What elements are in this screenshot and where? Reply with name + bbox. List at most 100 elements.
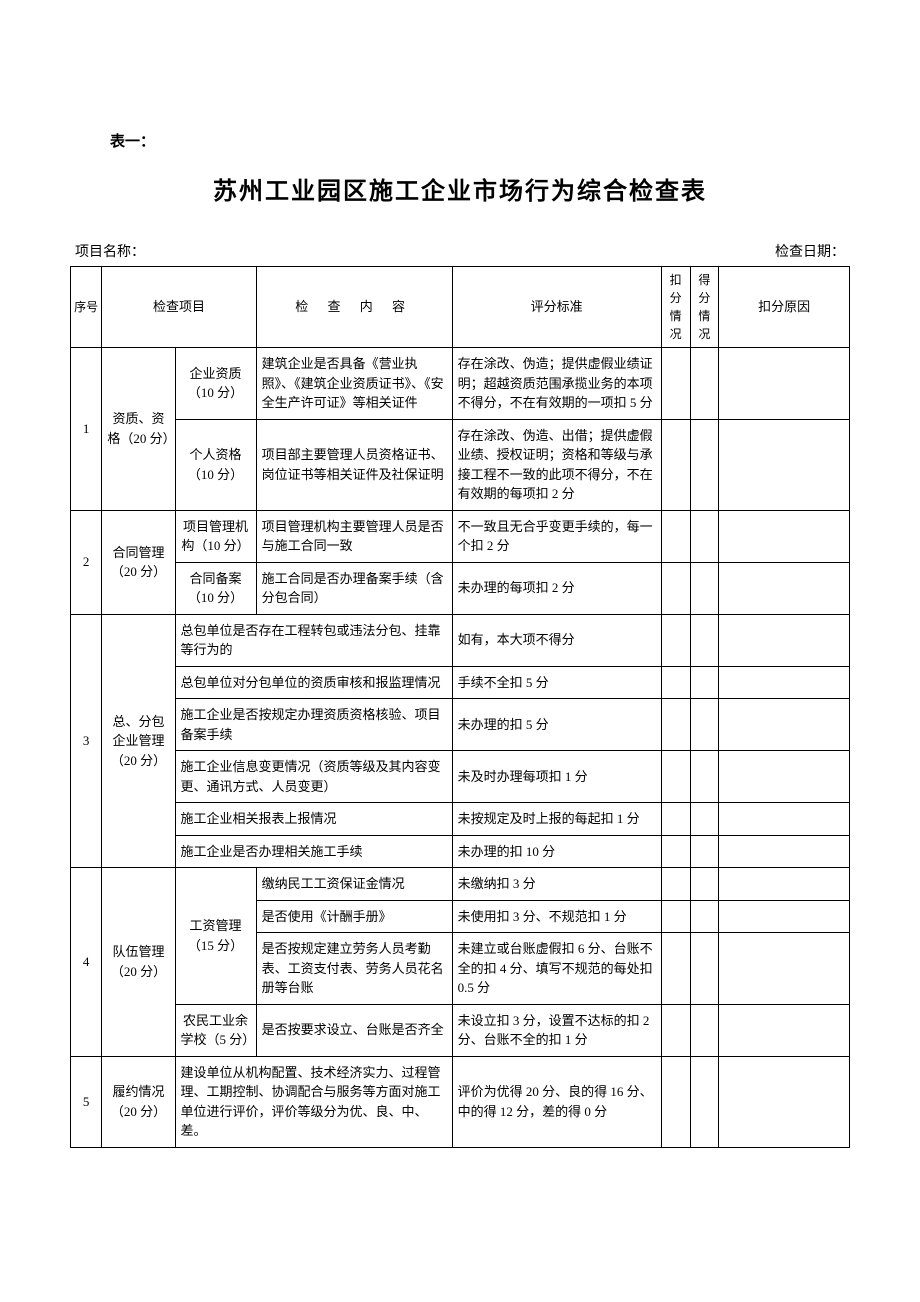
table-cell — [690, 868, 719, 901]
table-cell: 农民工业余学校（5 分） — [175, 1004, 256, 1056]
table-cell — [661, 562, 690, 614]
table-cell — [661, 614, 690, 666]
table-cell — [661, 868, 690, 901]
table-cell: 未建立或台账虚假扣 6 分、台账不全的扣 4 分、填写不规范的每处扣 0.5 分 — [452, 933, 661, 1005]
table-cell — [690, 835, 719, 868]
table-cell: 存在涂改、伪造、出借；提供虚假业绩、授权证明；资格和等级与承接工程不一致的此项不… — [452, 419, 661, 510]
table-cell — [719, 868, 850, 901]
table-row: 3总、分包企业管理（20 分）总包单位是否存在工程转包或违法分包、挂靠等行为的如… — [71, 614, 850, 666]
table-cell — [719, 666, 850, 699]
table-cell — [690, 699, 719, 751]
table-cell — [690, 348, 719, 420]
table-cell — [661, 699, 690, 751]
table-cell: 施工企业是否按规定办理资质资格核验、项目备案手续 — [175, 699, 452, 751]
table-cell — [719, 1004, 850, 1056]
table-cell: 未使用扣 3 分、不规范扣 1 分 — [452, 900, 661, 933]
table-cell: 个人资格（10 分） — [175, 419, 256, 510]
table-cell: 施工企业相关报表上报情况 — [175, 803, 452, 836]
table-cell — [719, 510, 850, 562]
table-cell: 项目管理机构（10 分） — [175, 510, 256, 562]
table-cell: 总包单位是否存在工程转包或违法分包、挂靠等行为的 — [175, 614, 452, 666]
header-score: 得分情况 — [690, 267, 719, 348]
table-label: 表一： — [70, 130, 850, 151]
table-cell: 存在涂改、伪造；提供虚假业绩证明；超越资质范围承揽业务的本项不得分，不在有效期的… — [452, 348, 661, 420]
table-cell: 未办理的扣 5 分 — [452, 699, 661, 751]
table-cell — [719, 803, 850, 836]
table-row: 个人资格（10 分）项目部主要管理人员资格证书、岗位证书等相关证件及社保证明存在… — [71, 419, 850, 510]
table-cell — [719, 699, 850, 751]
table-cell — [719, 348, 850, 420]
table-cell: 是否使用《计酬手册》 — [256, 900, 452, 933]
table-cell: 未设立扣 3 分，设置不达标的扣 2 分、台账不全的扣 1 分 — [452, 1004, 661, 1056]
table-cell: 不一致且无合乎变更手续的，每一个扣 2 分 — [452, 510, 661, 562]
table-cell: 手续不全扣 5 分 — [452, 666, 661, 699]
table-header-row: 序号 检查项目 检 查 内 容 评分标准 扣分情况 得分情况 扣分原因 — [71, 267, 850, 348]
table-cell — [690, 933, 719, 1005]
table-cell — [690, 1056, 719, 1147]
table-cell: 如有，本大项不得分 — [452, 614, 661, 666]
table-cell: 总、分包企业管理（20 分） — [102, 614, 175, 868]
table-cell — [661, 666, 690, 699]
table-cell: 5 — [71, 1056, 102, 1147]
table-cell — [690, 803, 719, 836]
table-cell — [661, 1004, 690, 1056]
table-cell: 合同备案（10 分） — [175, 562, 256, 614]
table-cell — [661, 803, 690, 836]
table-cell — [690, 419, 719, 510]
table-cell: 合同管理（20 分） — [102, 510, 175, 614]
table-cell: 建筑企业是否具备《营业执照》、《建筑企业资质证书》、《安全生产许可证》等相关证件 — [256, 348, 452, 420]
table-cell: 总包单位对分包单位的资质审核和报监理情况 — [175, 666, 452, 699]
table-cell — [719, 614, 850, 666]
page-title: 苏州工业园区施工企业市场行为综合检查表 — [70, 171, 850, 206]
table-row: 2合同管理（20 分）项目管理机构（10 分）项目管理机构主要管理人员是否与施工… — [71, 510, 850, 562]
table-cell: 是否按规定建立劳务人员考勤表、工资支付表、劳务人员花名册等台账 — [256, 933, 452, 1005]
table-cell: 1 — [71, 348, 102, 511]
table-cell — [719, 1056, 850, 1147]
table-cell — [690, 510, 719, 562]
table-cell — [719, 751, 850, 803]
table-cell — [719, 562, 850, 614]
table-row: 施工企业是否办理相关施工手续未办理的扣 10 分 — [71, 835, 850, 868]
header-deduct: 扣分情况 — [661, 267, 690, 348]
table-cell: 4 — [71, 868, 102, 1057]
table-cell: 未按规定及时上报的每起扣 1 分 — [452, 803, 661, 836]
table-cell: 企业资质（10 分） — [175, 348, 256, 420]
table-cell: 资质、资格（20 分） — [102, 348, 175, 511]
table-cell: 项目管理机构主要管理人员是否与施工合同一致 — [256, 510, 452, 562]
table-row: 施工企业信息变更情况（资质等级及其内容变更、通讯方式、人员变更）未及时办理每项扣… — [71, 751, 850, 803]
table-cell: 3 — [71, 614, 102, 868]
table-cell: 施工企业是否办理相关施工手续 — [175, 835, 452, 868]
table-row: 总包单位对分包单位的资质审核和报监理情况手续不全扣 5 分 — [71, 666, 850, 699]
table-cell — [719, 900, 850, 933]
table-row: 合同备案（10 分）施工合同是否办理备案手续（含分包合同）未办理的每项扣 2 分 — [71, 562, 850, 614]
table-cell: 未办理的扣 10 分 — [452, 835, 661, 868]
table-cell — [690, 900, 719, 933]
table-cell — [661, 751, 690, 803]
table-row: 4队伍管理（20 分）工资管理（15 分）缴纳民工工资保证金情况未缴纳扣 3 分 — [71, 868, 850, 901]
table-cell — [661, 1056, 690, 1147]
table-cell — [661, 900, 690, 933]
header-category: 检查项目 — [102, 267, 256, 348]
table-cell: 建设单位从机构配置、技术经济实力、过程管理、工期控制、协调配合与服务等方面对施工… — [175, 1056, 452, 1147]
table-cell — [719, 419, 850, 510]
inspection-table: 序号 检查项目 检 查 内 容 评分标准 扣分情况 得分情况 扣分原因 1资质、… — [70, 266, 850, 1148]
table-cell — [661, 933, 690, 1005]
table-cell — [719, 835, 850, 868]
table-row: 施工企业是否按规定办理资质资格核验、项目备案手续未办理的扣 5 分 — [71, 699, 850, 751]
table-cell — [690, 1004, 719, 1056]
table-cell: 评价为优得 20 分、良的得 16 分、中的得 12 分，差的得 0 分 — [452, 1056, 661, 1147]
table-cell — [661, 348, 690, 420]
table-cell: 队伍管理（20 分） — [102, 868, 175, 1057]
table-cell: 工资管理（15 分） — [175, 868, 256, 1005]
table-cell — [661, 510, 690, 562]
header-content: 检 查 内 容 — [256, 267, 452, 348]
table-cell: 项目部主要管理人员资格证书、岗位证书等相关证件及社保证明 — [256, 419, 452, 510]
header-seq: 序号 — [71, 267, 102, 348]
table-cell — [690, 562, 719, 614]
table-cell: 未及时办理每项扣 1 分 — [452, 751, 661, 803]
table-cell: 是否按要求设立、台账是否齐全 — [256, 1004, 452, 1056]
table-cell — [690, 751, 719, 803]
table-cell — [690, 614, 719, 666]
table-cell: 施工合同是否办理备案手续（含分包合同） — [256, 562, 452, 614]
header-info: 项目名称： 检查日期： — [70, 241, 850, 261]
